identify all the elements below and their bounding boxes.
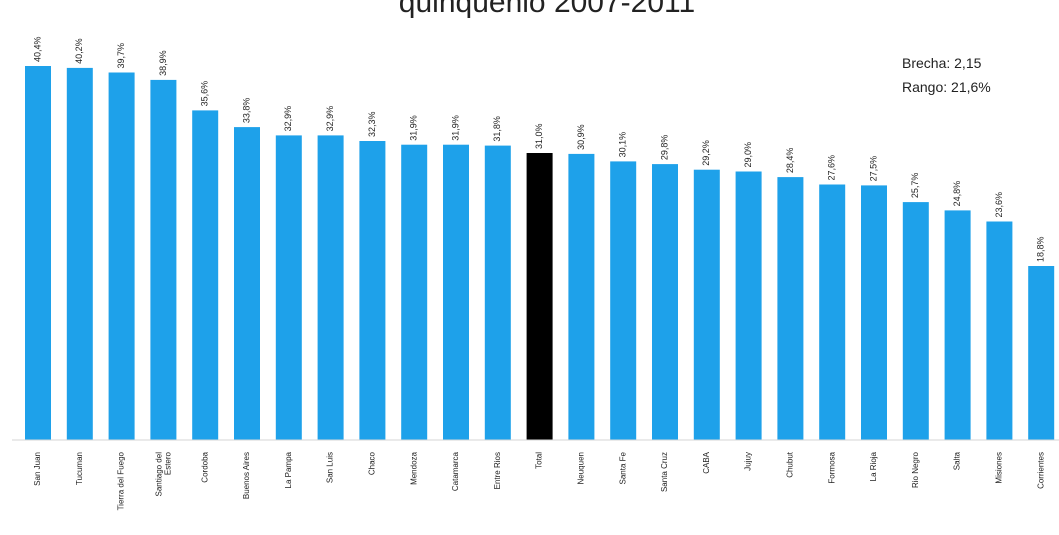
annotation-rango: Rango: 21,6% — [902, 79, 991, 95]
value-label: 39,7% — [116, 43, 126, 69]
bar-entre-rios — [484, 145, 511, 440]
bar-san-juan — [25, 66, 51, 440]
value-label: 29,2% — [701, 140, 711, 166]
category-label: Santa Fe — [618, 451, 627, 484]
value-label: 31,8% — [492, 116, 502, 142]
category-label: Chaco — [368, 451, 377, 475]
bar-santiago-del-estero — [150, 79, 177, 441]
category-label: Santa Cruz — [660, 452, 669, 492]
category-label: Buenos Aires — [242, 452, 251, 499]
category-labels-layer: San Juan Tucuman Tierra del Fuego Santiago … — [33, 451, 1045, 510]
bar-buenos-aires — [234, 127, 260, 440]
category-label: Cordoba — [200, 451, 209, 482]
bar-corrientes — [1028, 266, 1055, 440]
annotation-brecha: Brecha: 2,15 — [902, 55, 982, 71]
bar-la-rioja — [861, 185, 887, 440]
value-label: 25,7% — [910, 173, 920, 199]
category-label: Tierra del Fuego — [117, 451, 126, 510]
bar-misiones — [986, 221, 1013, 440]
category-label: San Juan — [33, 452, 42, 486]
value-label: 32,9% — [283, 106, 293, 132]
category-label: San Luis — [326, 452, 335, 483]
bar-catamarca — [443, 144, 469, 440]
category-label: Santiago delEstero — [154, 451, 172, 496]
category-label: Formosa — [827, 451, 836, 483]
category-label: Chubut — [786, 451, 795, 478]
bar-jujuy — [735, 171, 762, 440]
value-label: 23,6% — [994, 192, 1004, 218]
value-labels-layer: 40,4% 40,2% 39,7% 38,9% 35,6% 33,8% 32,9% 32,9%… — [32, 36, 1045, 262]
category-label: Tucuman — [75, 452, 84, 485]
value-label: 31,9% — [450, 115, 460, 141]
category-label: Rio Negro — [911, 451, 920, 488]
value-label: 40,4% — [32, 36, 42, 62]
value-label: 40,2% — [74, 38, 84, 64]
value-label: 24,8% — [952, 181, 962, 207]
value-label: 33,8% — [241, 98, 251, 124]
category-label: Catamarca — [451, 451, 460, 491]
category-label: Jujuy — [744, 452, 753, 471]
value-label: 28,4% — [785, 148, 795, 174]
bar-caba — [693, 169, 720, 440]
value-label: 32,9% — [325, 106, 335, 132]
value-label: 27,5% — [868, 156, 878, 182]
category-label: Total — [535, 452, 544, 469]
value-label: 30,9% — [576, 124, 586, 150]
value-label: 30,1% — [618, 132, 628, 158]
category-label: Misiones — [995, 452, 1004, 484]
bar-la-pampa — [275, 135, 302, 440]
value-label: 18,8% — [1036, 236, 1046, 262]
bar-santa-fe — [610, 161, 637, 440]
category-label: Entre Rios — [493, 452, 502, 489]
value-label: 29,0% — [743, 142, 753, 168]
category-label: Neuquen — [577, 452, 586, 484]
category-label: La Rioja — [869, 451, 878, 481]
bar-chubut — [777, 177, 804, 440]
bar-rio-negro — [902, 202, 929, 440]
bar-chaco — [359, 141, 386, 440]
category-label: La Pampa — [284, 451, 293, 488]
bar-tucuman — [66, 67, 93, 441]
bar-cordoba — [192, 110, 219, 441]
bar-santa-cruz — [652, 164, 678, 440]
category-label: Corrientes — [1036, 452, 1045, 489]
value-label: 35,6% — [200, 81, 210, 107]
bar-mendoza — [401, 144, 428, 440]
bar-san-luis — [317, 135, 344, 440]
bar-salta — [944, 210, 971, 440]
bar-tierra-del-fuego — [108, 72, 135, 440]
chart-title: quinquenio 2007-2011 — [399, 0, 695, 19]
value-label: 27,6% — [827, 155, 837, 181]
bar-formosa — [819, 184, 846, 440]
bar-neuquen — [568, 153, 595, 440]
category-label: CABA — [702, 451, 711, 473]
value-label: 31,9% — [409, 115, 419, 141]
category-label: Mendoza — [409, 451, 418, 484]
value-label: 31,0% — [534, 123, 544, 149]
category-label: Salta — [953, 451, 962, 470]
value-label: 38,9% — [158, 50, 168, 76]
value-label: 32,3% — [367, 111, 377, 137]
bar-total — [526, 153, 553, 440]
value-label: 29,8% — [659, 135, 669, 161]
bars-layer — [25, 66, 1055, 441]
